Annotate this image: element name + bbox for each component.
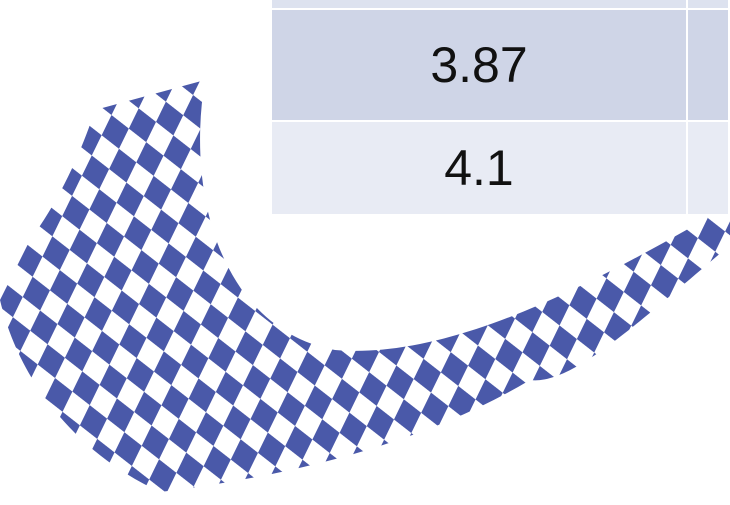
header-row <box>272 0 729 9</box>
table-row: 4.1 <box>272 121 729 215</box>
table-cell: 3.87 <box>272 9 687 121</box>
data-table: 3.87 4.1 <box>272 0 730 216</box>
table-row: 3.87 <box>272 9 729 121</box>
slide: 3.87 4.1 <box>0 0 730 505</box>
table-cell: 4.1 <box>272 121 687 215</box>
